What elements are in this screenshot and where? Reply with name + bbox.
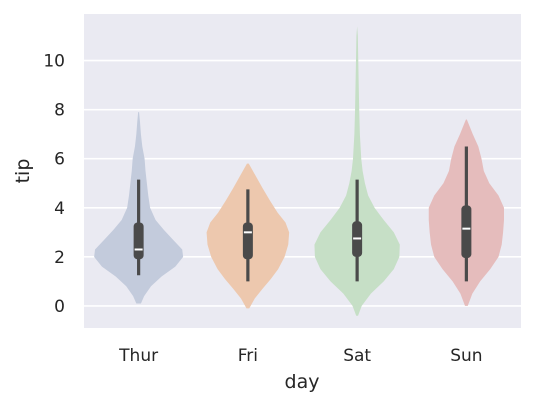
x-tick-labels: Thur Fri Sat Sun [118, 346, 482, 366]
x-tick-label: Fri [238, 346, 258, 366]
y-tick-label: 8 [54, 101, 65, 121]
iqr-box-thur [133, 222, 144, 260]
violins [94, 26, 504, 316]
y-tick-label: 0 [54, 297, 65, 317]
y-tick-label: 6 [54, 150, 65, 170]
violin-sat [314, 26, 400, 316]
x-axis-label: day [285, 371, 320, 393]
y-tick-label: 2 [54, 248, 65, 268]
x-tick-label: Sat [343, 346, 371, 366]
x-tick-label: Thur [118, 346, 158, 366]
y-tick-labels: 0 2 4 6 8 10 [43, 52, 65, 317]
iqr-box-fri [242, 222, 253, 260]
y-tick-label: 10 [43, 52, 65, 72]
y-tick-label: 4 [54, 199, 65, 219]
x-tick-label: Sun [450, 346, 482, 366]
y-axis-label: tip [12, 159, 34, 184]
iqr-box-sun [461, 205, 472, 259]
